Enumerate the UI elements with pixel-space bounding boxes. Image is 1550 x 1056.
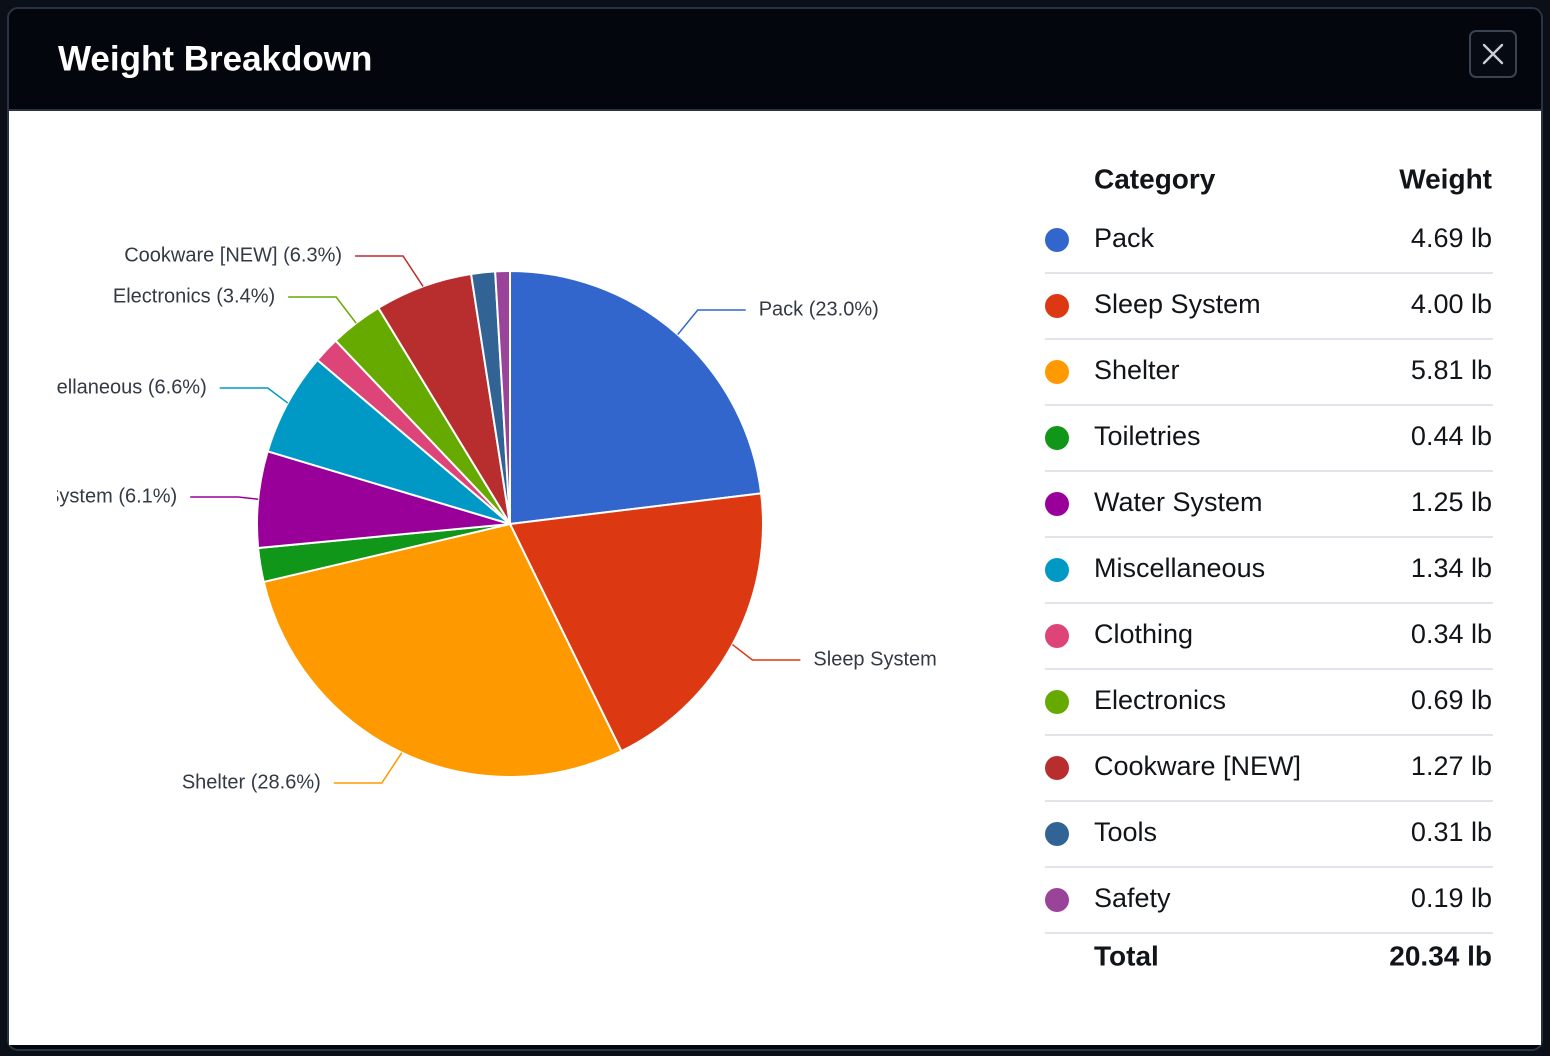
weight-table: Category Weight Pack 4.69 lb Sleep System 4… — [1045, 163, 1493, 971]
category-name: Sleep System — [1094, 289, 1261, 319]
slice-label: Sleep System — [813, 648, 936, 670]
legend-dot — [1045, 294, 1069, 318]
slice-label: Electronics (3.4%) — [113, 285, 275, 307]
category-name: Safety — [1094, 883, 1171, 913]
slice-label: Miscellaneous (6.6%) — [16, 376, 207, 398]
category-name: Pack — [1094, 223, 1155, 253]
column-header: Weight — [1399, 163, 1492, 194]
legend-dot — [1045, 690, 1069, 714]
leader-line — [190, 496, 259, 500]
slice-label: Water System (6.1%) — [0, 485, 177, 507]
category-weight: 0.69 lb — [1411, 685, 1492, 715]
legend-dot — [1045, 624, 1069, 648]
category-name: Water System — [1094, 487, 1263, 517]
category-name: Miscellaneous — [1094, 553, 1265, 583]
total-label: Total — [1094, 940, 1159, 971]
legend-dot — [1045, 492, 1069, 516]
modal-title: Weight Breakdown — [58, 39, 372, 78]
category-name: Toiletries — [1094, 421, 1201, 451]
legend-dot — [1045, 426, 1069, 450]
category-weight: 1.27 lb — [1411, 751, 1492, 781]
legend-dot — [1045, 558, 1069, 582]
slice-label: Cookware [NEW] (6.3%) — [124, 244, 342, 266]
pie-slice — [494, 269, 511, 525]
column-header: Category — [1094, 163, 1216, 194]
leader-line — [731, 643, 801, 661]
category-weight: 5.81 lb — [1411, 355, 1492, 385]
leader-line — [288, 296, 357, 324]
category-weight: 4.69 lb — [1411, 223, 1492, 253]
leader-line — [333, 752, 403, 784]
category-weight: 0.31 lb — [1411, 817, 1492, 847]
legend-dot — [1045, 822, 1069, 846]
category-name: Clothing — [1094, 619, 1193, 649]
slice-label: Pack (23.0%) — [759, 298, 879, 320]
close-button[interactable] — [1469, 30, 1517, 78]
category-weight: 1.34 lb — [1411, 553, 1492, 583]
category-name: Electronics — [1094, 685, 1226, 715]
category-weight: 4.00 lb — [1411, 289, 1492, 319]
leader-line — [677, 309, 746, 336]
category-name: Tools — [1094, 817, 1157, 847]
legend-dot — [1045, 756, 1069, 780]
pie-slice — [262, 522, 623, 778]
total-value: 20.34 lb — [1389, 940, 1492, 971]
leader-line — [219, 387, 289, 404]
legend-dot — [1045, 360, 1069, 384]
legend-dot — [1045, 228, 1069, 252]
category-name: Cookware [NEW] — [1094, 751, 1301, 781]
category-weight: 0.34 lb — [1411, 619, 1492, 649]
category-name: Shelter — [1094, 355, 1180, 385]
category-weight: 0.44 lb — [1411, 421, 1492, 451]
category-weight: 0.19 lb — [1411, 883, 1492, 913]
pie-chart: Pack (23.0%) Sleep System Shelter (28.6%) W… — [0, 244, 937, 793]
category-weight: 1.25 lb — [1411, 487, 1492, 517]
slice-label: Shelter (28.6%) — [182, 771, 321, 793]
leader-line — [355, 255, 424, 287]
legend-dot — [1045, 888, 1069, 912]
